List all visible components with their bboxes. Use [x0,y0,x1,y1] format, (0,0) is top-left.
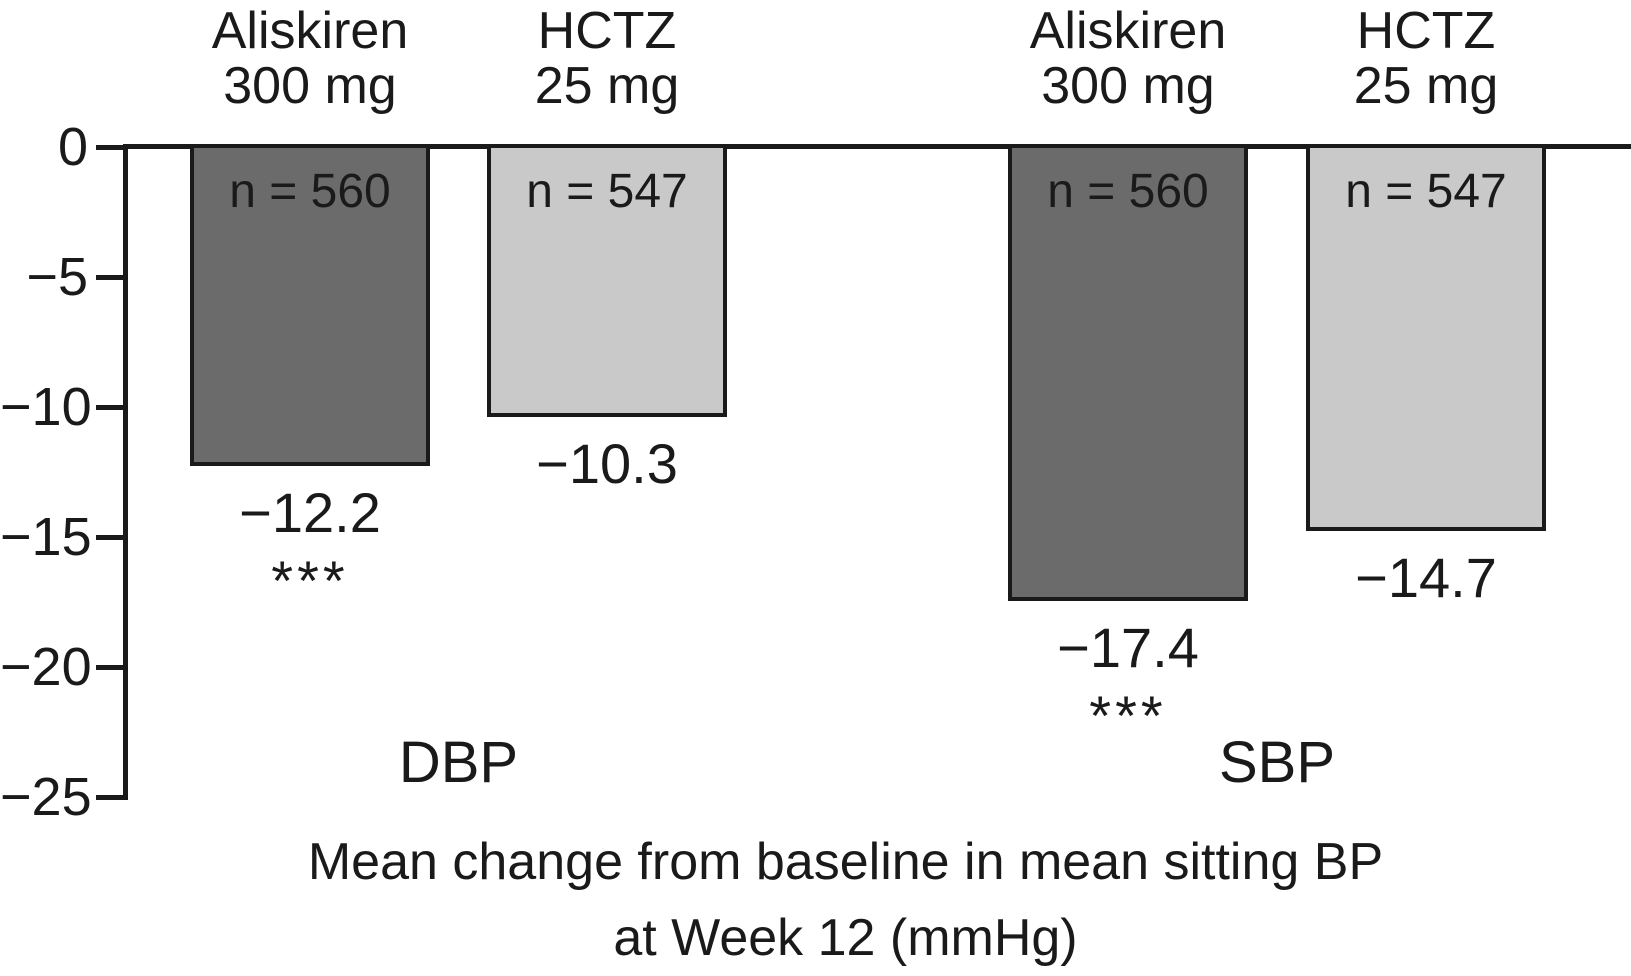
bar-hctz-dbp [487,148,727,417]
y-axis-tick [96,795,123,800]
treatment-name: Aliskiren [211,2,409,60]
bar-value-label: −12.2 [239,481,381,544]
sample-size-label: n = 547 [1345,165,1507,218]
zero-baseline [123,144,1631,149]
treatment-dose: 300 mg [1041,57,1215,115]
chart-caption: Mean change from baseline in mean sittin… [30,824,1631,976]
caption-line-1: Mean change from baseline in mean sittin… [307,833,1384,891]
bar-value-label: −14.7 [1355,546,1497,609]
sample-size-label: n = 560 [229,165,391,218]
y-axis-tick-label: −10 [0,377,92,437]
group-label-dbp: DBP [398,730,519,795]
treatment-name: HCTZ [537,2,677,60]
y-axis-tick [96,275,123,280]
bar-aliskiren-dbp [190,148,430,466]
sample-size-label: n = 547 [526,165,688,218]
y-axis-tick [96,405,123,410]
treatment-name: Aliskiren [1029,2,1227,60]
y-axis-tick-label: −5 [26,247,88,307]
y-axis-tick-label: −25 [0,767,92,827]
y-axis-tick-label: −15 [0,507,92,567]
bar-aliskiren-sbp [1008,148,1248,601]
treatment-name: HCTZ [1356,2,1496,60]
treatment-dose: 25 mg [1353,57,1499,115]
y-axis-tick [96,665,123,670]
y-axis-tick [96,535,123,540]
significance-asterisks: *** [1089,684,1167,747]
column-header: Aliskiren 300 mg [140,4,480,114]
group-label-sbp: SBP [1218,730,1336,795]
treatment-dose: 300 mg [223,57,397,115]
treatment-dose: 25 mg [534,57,680,115]
y-axis-tick [96,145,123,150]
sample-size-label: n = 560 [1047,165,1209,218]
y-axis-line [123,144,128,800]
bar-value-label: −10.3 [536,432,678,495]
column-header: HCTZ 25 mg [437,4,777,114]
bar-value-label: −17.4 [1057,616,1199,679]
caption-line-2: at Week 12 (mmHg) [613,909,1078,967]
bar-hctz-sbp [1306,148,1546,531]
column-header: Aliskiren 300 mg [958,4,1298,114]
y-axis-tick-label: 0 [57,117,88,177]
y-axis-tick-label: −20 [0,637,92,697]
column-header: HCTZ 25 mg [1256,4,1596,114]
significance-asterisks: *** [271,549,349,612]
